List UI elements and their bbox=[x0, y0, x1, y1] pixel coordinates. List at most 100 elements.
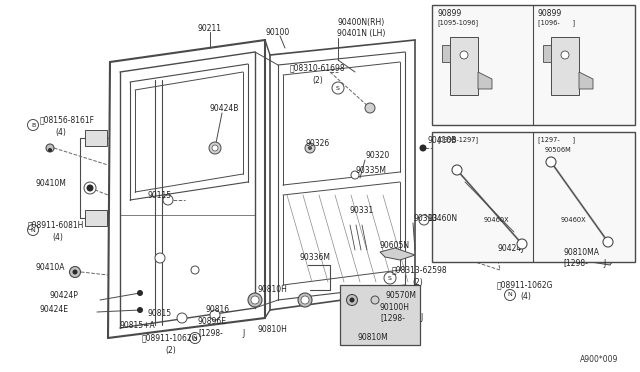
Text: [1298-: [1298- bbox=[563, 259, 588, 267]
Text: J: J bbox=[420, 314, 422, 323]
Bar bbox=[432, 5, 635, 125]
Text: 90410M: 90410M bbox=[35, 179, 66, 187]
Circle shape bbox=[561, 51, 569, 59]
Bar bbox=[85, 210, 107, 226]
Polygon shape bbox=[380, 248, 415, 260]
Text: ⒲08156-8161F: ⒲08156-8161F bbox=[40, 115, 95, 125]
Text: (4): (4) bbox=[55, 128, 66, 137]
Circle shape bbox=[493, 251, 501, 259]
Text: [1096-      ]: [1096- ] bbox=[538, 20, 575, 26]
Text: S: S bbox=[388, 276, 392, 280]
Text: Ⓝ08310-61698: Ⓝ08310-61698 bbox=[290, 64, 346, 73]
Text: 90815: 90815 bbox=[148, 310, 172, 318]
Circle shape bbox=[452, 165, 462, 175]
Polygon shape bbox=[442, 45, 450, 62]
Circle shape bbox=[137, 307, 143, 313]
Circle shape bbox=[371, 296, 379, 304]
Text: 90810H: 90810H bbox=[258, 326, 288, 334]
Text: 90320: 90320 bbox=[365, 151, 389, 160]
Text: 90401N (LH): 90401N (LH) bbox=[337, 29, 385, 38]
Text: 90335M: 90335M bbox=[355, 166, 386, 174]
Circle shape bbox=[210, 310, 220, 320]
Text: 90896E: 90896E bbox=[198, 317, 227, 327]
Text: J: J bbox=[603, 259, 605, 267]
Circle shape bbox=[460, 51, 468, 59]
Text: [1298-: [1298- bbox=[380, 314, 405, 323]
Bar bbox=[85, 130, 107, 146]
Circle shape bbox=[248, 293, 262, 307]
Polygon shape bbox=[551, 37, 579, 95]
Text: 90424B: 90424B bbox=[210, 103, 239, 112]
Circle shape bbox=[84, 182, 96, 194]
Text: 90424E: 90424E bbox=[40, 305, 69, 314]
Circle shape bbox=[48, 148, 52, 152]
Circle shape bbox=[504, 289, 515, 301]
Circle shape bbox=[86, 185, 93, 192]
Circle shape bbox=[72, 269, 77, 275]
Polygon shape bbox=[478, 72, 492, 89]
Circle shape bbox=[603, 237, 613, 247]
Text: 90816: 90816 bbox=[205, 305, 229, 314]
Text: Ⓝ08313-62598: Ⓝ08313-62598 bbox=[392, 266, 447, 275]
Text: (2): (2) bbox=[165, 346, 176, 355]
Circle shape bbox=[212, 145, 218, 151]
Circle shape bbox=[332, 82, 344, 94]
Text: (2): (2) bbox=[312, 76, 323, 84]
Text: S: S bbox=[336, 86, 340, 90]
Circle shape bbox=[28, 224, 38, 235]
Circle shape bbox=[191, 266, 199, 274]
Circle shape bbox=[346, 295, 358, 305]
Circle shape bbox=[419, 144, 426, 151]
Text: 90460N: 90460N bbox=[427, 214, 457, 222]
Text: 90400N(RH): 90400N(RH) bbox=[337, 17, 384, 26]
Text: 90115: 90115 bbox=[148, 190, 172, 199]
Circle shape bbox=[251, 296, 259, 304]
Text: 90899: 90899 bbox=[437, 9, 461, 17]
Text: Ⓝ08911-6081H: Ⓝ08911-6081H bbox=[28, 221, 84, 230]
Circle shape bbox=[564, 253, 572, 261]
Circle shape bbox=[517, 239, 527, 249]
Text: (2): (2) bbox=[412, 278, 423, 286]
Text: 90810M: 90810M bbox=[358, 334, 388, 343]
Circle shape bbox=[209, 142, 221, 154]
Text: 90410A: 90410A bbox=[35, 263, 65, 273]
Text: 90899: 90899 bbox=[538, 9, 563, 17]
Text: 90815+A: 90815+A bbox=[120, 321, 156, 330]
Text: 90570M: 90570M bbox=[385, 291, 416, 299]
Polygon shape bbox=[565, 248, 615, 265]
Polygon shape bbox=[543, 45, 551, 62]
Circle shape bbox=[305, 143, 315, 153]
Circle shape bbox=[46, 144, 54, 152]
Text: 90424J: 90424J bbox=[497, 244, 524, 253]
Text: Ⓝ08911-1062G: Ⓝ08911-1062G bbox=[497, 280, 554, 289]
Text: 90810H: 90810H bbox=[258, 285, 288, 295]
Circle shape bbox=[384, 272, 396, 284]
Polygon shape bbox=[579, 72, 593, 89]
Circle shape bbox=[298, 293, 312, 307]
Text: 90336M: 90336M bbox=[300, 253, 331, 263]
Text: (4): (4) bbox=[520, 292, 531, 301]
Circle shape bbox=[351, 171, 359, 179]
Text: 90424P: 90424P bbox=[50, 291, 79, 299]
Text: 90810MA: 90810MA bbox=[563, 247, 599, 257]
Text: [1298-: [1298- bbox=[198, 328, 223, 337]
Circle shape bbox=[189, 333, 200, 343]
Text: [1095-1096]: [1095-1096] bbox=[437, 20, 478, 26]
Text: 90410B: 90410B bbox=[427, 135, 456, 144]
Text: 90313: 90313 bbox=[413, 214, 437, 222]
Circle shape bbox=[349, 298, 355, 302]
Circle shape bbox=[155, 253, 165, 263]
Text: 90326: 90326 bbox=[306, 138, 330, 148]
Bar bbox=[432, 132, 635, 262]
Circle shape bbox=[308, 146, 312, 150]
Circle shape bbox=[163, 195, 173, 205]
Text: (4): (4) bbox=[52, 232, 63, 241]
Text: N: N bbox=[508, 292, 513, 298]
Text: [0995-1297]: [0995-1297] bbox=[437, 137, 478, 143]
Polygon shape bbox=[450, 37, 478, 95]
Text: 90100H: 90100H bbox=[380, 302, 410, 311]
Circle shape bbox=[70, 266, 81, 278]
Text: 90211: 90211 bbox=[197, 23, 221, 32]
Text: 90100: 90100 bbox=[265, 28, 289, 36]
Circle shape bbox=[419, 215, 429, 225]
